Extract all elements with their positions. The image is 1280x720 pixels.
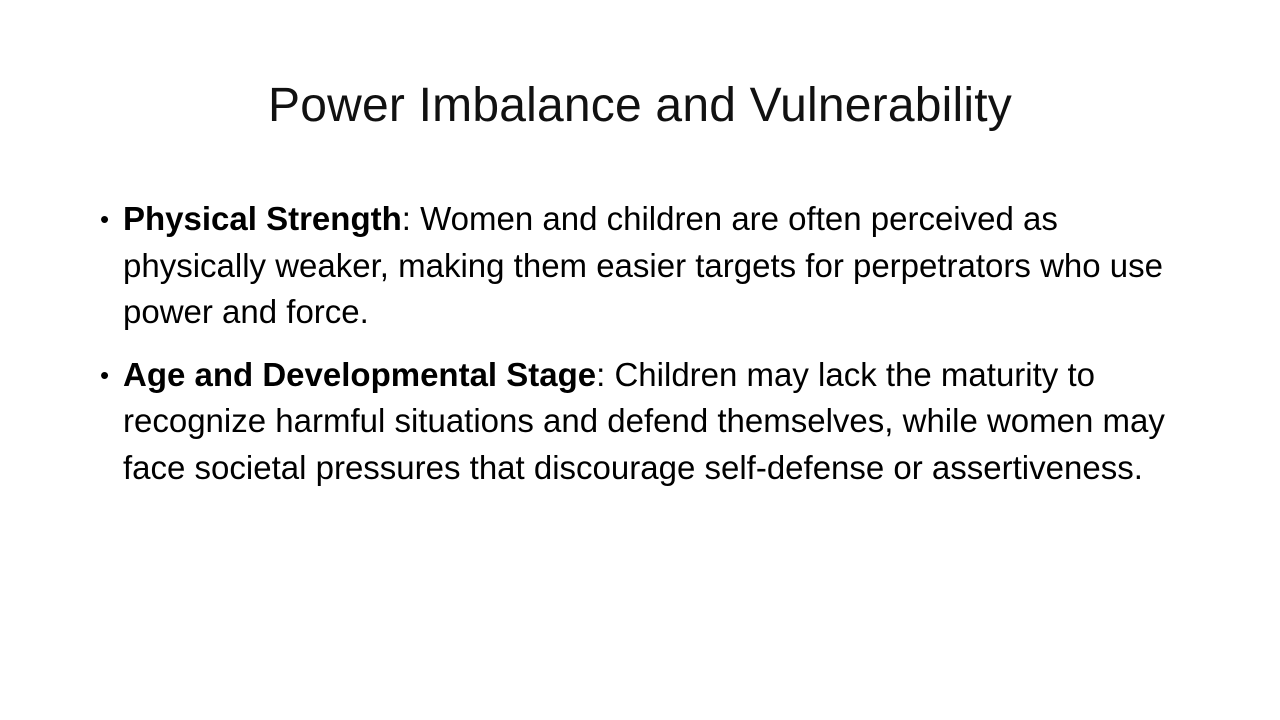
bullet-text: Women and children are often perceived a… (123, 200, 1163, 330)
bullet-item-age-developmental-stage: • Age and Developmental Stage: Children … (100, 352, 1190, 492)
slide-title: Power Imbalance and Vulnerability (268, 79, 1012, 132)
bullet-separator: : (596, 355, 606, 393)
bullet-item-physical-strength: • Physical Strength: Women and children … (100, 196, 1190, 336)
bullet-dot-icon: • (100, 359, 110, 390)
bullet-term: Age and Developmental Stage (123, 355, 597, 393)
bullet-text: Children may lack the maturity to recogn… (123, 355, 1165, 486)
bullet-list: • Physical Strength: Women and children … (100, 196, 1190, 507)
bullet-term: Physical Strength (123, 200, 402, 237)
bullet-dot-icon: • (100, 204, 110, 234)
bullet-separator: : (401, 200, 411, 237)
